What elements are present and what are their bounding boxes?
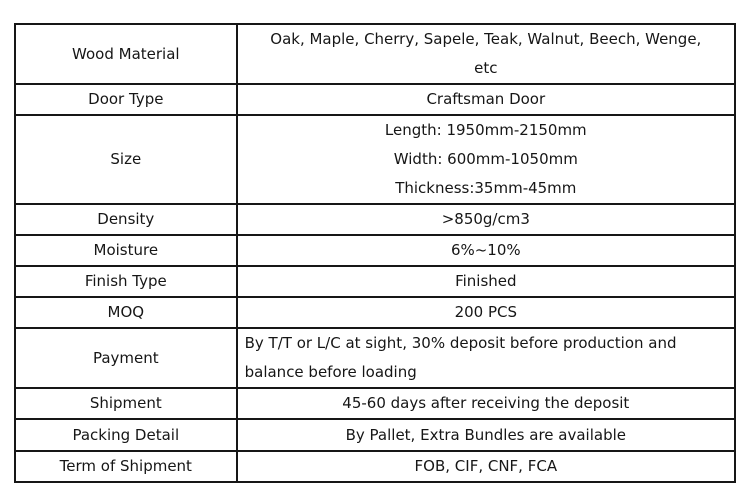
table-row-moisture: Moisture 6%~10% xyxy=(14,234,737,267)
row-value-packing-detail: By Pallet, Extra Bundles are available xyxy=(235,418,737,452)
row-value-door-type: Craftsman Door xyxy=(235,83,737,116)
product-spec-table: Wood Material Oak, Maple, Cherry, Sapele… xyxy=(14,23,737,483)
table-row-shipment: Shipment 45-60 days after receiving the … xyxy=(14,387,737,420)
table-row-packing-detail: Packing Detail By Pallet, Extra Bundles … xyxy=(14,418,737,452)
row-label-wood-material: Wood Material xyxy=(14,23,238,85)
row-label-door-type: Door Type xyxy=(14,83,238,116)
value-line: balance before loading xyxy=(244,363,417,381)
row-value-finish-type: Finished xyxy=(235,265,737,298)
row-value-moisture: 6%~10% xyxy=(235,234,737,267)
row-label-moq: MOQ xyxy=(14,296,238,329)
row-value-density: >850g/cm3 xyxy=(235,203,737,236)
value-line: Width: 600mm-1050mm xyxy=(393,150,578,168)
table-row-finish-type: Finish Type Finished xyxy=(14,265,737,298)
table-row-moq: MOQ 200 PCS xyxy=(14,296,737,329)
row-label-payment: Payment xyxy=(14,327,238,389)
value-line: >850g/cm3 xyxy=(441,210,530,228)
row-label-finish-type: Finish Type xyxy=(14,265,238,298)
value-line: 200 PCS xyxy=(454,303,518,321)
table-row-payment: Payment By T/T or L/C at sight, 30% depo… xyxy=(14,327,737,389)
value-line: By Pallet, Extra Bundles are available xyxy=(345,425,626,444)
value-line: By T/T or L/C at sight, 30% deposit befo… xyxy=(244,334,677,352)
table-row-term-of-shipment: Term of Shipment FOB, CIF, CNF, FCA xyxy=(14,450,737,483)
value-line: Oak, Maple, Cherry, Sapele, Teak, Walnut… xyxy=(270,30,702,48)
value-line: 45-60 days after receiving the deposit xyxy=(342,394,630,412)
row-value-payment: By T/T or L/C at sight, 30% deposit befo… xyxy=(235,327,737,389)
row-label-moisture: Moisture xyxy=(14,234,238,267)
row-value-moq: 200 PCS xyxy=(235,296,737,329)
table-row-door-type: Door Type Craftsman Door xyxy=(14,83,737,116)
value-line: Finished xyxy=(455,272,517,290)
row-label-density: Density xyxy=(14,203,238,236)
value-line: Length: 1950mm-2150mm xyxy=(384,121,587,139)
value-line: FOB, CIF, CNF, FCA xyxy=(414,457,558,475)
value-line: Craftsman Door xyxy=(426,90,546,108)
table-row-wood-material: Wood Material Oak, Maple, Cherry, Sapele… xyxy=(14,23,737,85)
value-line: etc xyxy=(474,59,498,77)
row-value-size: Length: 1950mm-2150mm Width: 600mm-1050m… xyxy=(235,114,737,205)
row-value-wood-material: Oak, Maple, Cherry, Sapele, Teak, Walnut… xyxy=(235,23,737,85)
row-label-packing-detail: Packing Detail xyxy=(14,418,238,452)
row-value-term-of-shipment: FOB, CIF, CNF, FCA xyxy=(235,450,737,483)
row-label-term-of-shipment: Term of Shipment xyxy=(14,450,238,483)
row-label-size: Size xyxy=(14,114,238,205)
row-label-shipment: Shipment xyxy=(14,387,238,420)
row-value-shipment: 45-60 days after receiving the deposit xyxy=(235,387,737,420)
table-row-density: Density >850g/cm3 xyxy=(14,203,737,236)
table-row-size: Size Length: 1950mm-2150mm Width: 600mm-… xyxy=(14,114,737,205)
value-line: Thickness:35mm-45mm xyxy=(395,179,577,197)
value-line: 6%~10% xyxy=(450,241,521,259)
